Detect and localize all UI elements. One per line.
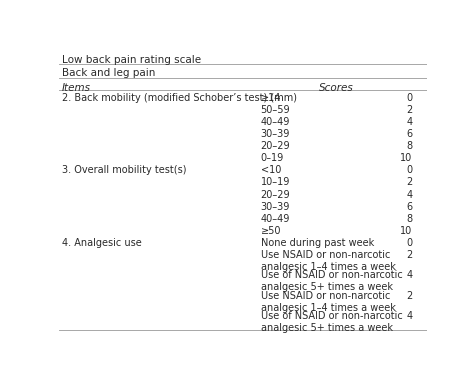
- Text: 4: 4: [407, 270, 413, 280]
- Text: 10: 10: [401, 153, 413, 163]
- Text: 2: 2: [406, 178, 413, 187]
- Text: 2: 2: [406, 291, 413, 301]
- Text: 0: 0: [407, 238, 413, 248]
- Text: 6: 6: [407, 201, 413, 212]
- Text: Scores: Scores: [319, 83, 354, 93]
- Text: 8: 8: [407, 214, 413, 224]
- Text: 6: 6: [407, 129, 413, 139]
- Text: 50–59: 50–59: [261, 105, 290, 115]
- Text: ≥14: ≥14: [261, 93, 281, 103]
- Text: Low back pain rating scale: Low back pain rating scale: [62, 54, 201, 65]
- Text: 4. Analgesic use: 4. Analgesic use: [62, 238, 142, 248]
- Text: Use of NSAID or non-narcotic
analgesic 5+ times a week: Use of NSAID or non-narcotic analgesic 5…: [261, 312, 402, 334]
- Text: 0–19: 0–19: [261, 153, 284, 163]
- Text: Use of NSAID or non-narcotic
analgesic 5+ times a week: Use of NSAID or non-narcotic analgesic 5…: [261, 270, 402, 292]
- Text: Use NSAID or non-narcotic
analgesic 1–4 times a week: Use NSAID or non-narcotic analgesic 1–4 …: [261, 291, 395, 313]
- Text: 2: 2: [406, 105, 413, 115]
- Text: 20–29: 20–29: [261, 189, 290, 200]
- Text: Items: Items: [62, 83, 91, 93]
- Text: Back and leg pain: Back and leg pain: [62, 68, 155, 78]
- Text: 20–29: 20–29: [261, 141, 290, 151]
- Text: 40–49: 40–49: [261, 117, 290, 127]
- Text: 8: 8: [407, 141, 413, 151]
- Text: 2: 2: [406, 250, 413, 260]
- Text: ≥50: ≥50: [261, 226, 281, 236]
- Text: 30–39: 30–39: [261, 129, 290, 139]
- Text: 40–49: 40–49: [261, 214, 290, 224]
- Text: <10: <10: [261, 165, 281, 175]
- Text: 10: 10: [401, 226, 413, 236]
- Text: 0: 0: [407, 165, 413, 175]
- Text: 2. Back mobility (modified Schober’s test) (mm): 2. Back mobility (modified Schober’s tes…: [62, 93, 297, 103]
- Text: 10–19: 10–19: [261, 178, 290, 187]
- Text: 4: 4: [407, 117, 413, 127]
- Text: 3. Overall mobility test(s): 3. Overall mobility test(s): [62, 165, 187, 175]
- Text: 4: 4: [407, 312, 413, 321]
- Text: None during past week: None during past week: [261, 238, 374, 248]
- Text: 30–39: 30–39: [261, 201, 290, 212]
- Text: 0: 0: [407, 93, 413, 103]
- Text: 4: 4: [407, 189, 413, 200]
- Text: Use NSAID or non-narcotic
analgesic 1–4 times a week: Use NSAID or non-narcotic analgesic 1–4 …: [261, 250, 395, 272]
